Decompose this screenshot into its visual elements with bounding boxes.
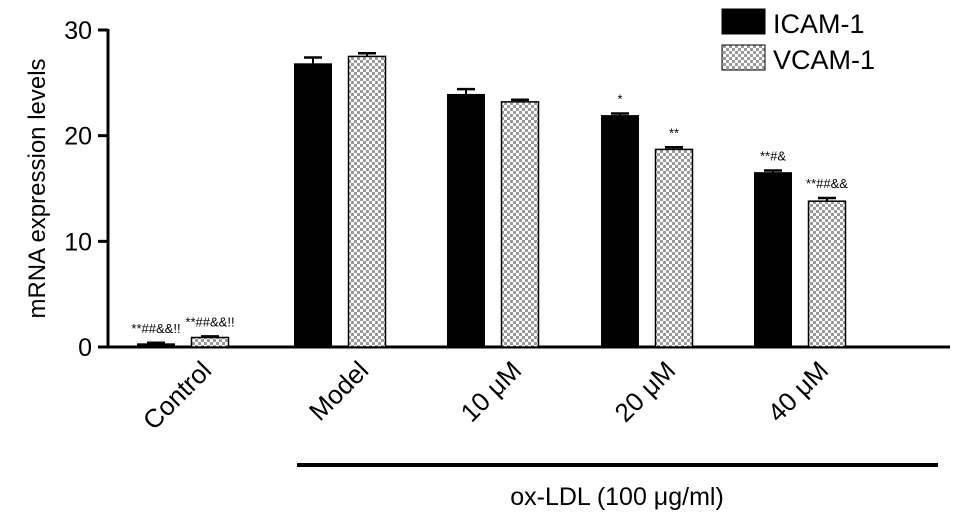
bar-vcam-1-1 [347,55,387,348]
bar-icam-1-1 [294,63,332,348]
bar-icam-1-3 [601,115,639,348]
significance-label: **##&&!! [131,321,180,336]
bar-vcam-1-0 [190,336,230,348]
x-tick-label: 40 μM [762,355,835,428]
y-tick-label: 20 [64,123,92,151]
x-tick-label: Model [303,355,374,426]
significance-label: * [617,91,622,106]
x-tick-label: 20 μM [609,355,682,428]
group-label: ox-LDL (100 μg/ml) [510,483,724,511]
bar-icam-1-2 [447,93,485,348]
y-tick-label: 10 [64,228,92,256]
significance-label: ** [669,125,679,140]
legend: ICAM-1 VCAM-1 [721,8,875,75]
bar-vcam-1-2 [500,101,540,348]
x-tick-label: Control [137,355,217,435]
legend-label-icam-1: ICAM-1 [773,9,865,39]
significance-label: **##&& [806,176,848,191]
bar-icam-1-4 [754,172,792,348]
y-tick-label: 30 [64,17,92,45]
bar-vcam-1-3 [654,148,694,348]
legend-swatch-icam-1 [721,8,766,35]
x-tick-label: 10 μM [455,355,528,428]
significance-label: **##&&!! [185,314,234,329]
bar-vcam-1-4 [807,200,847,348]
bar-icam-1-0 [137,343,175,348]
legend-swatch-vcam-1 [721,44,766,71]
legend-label-vcam-1: VCAM-1 [773,45,875,75]
y-tick-label: 0 [78,334,92,362]
significance-label: **#& [760,149,786,164]
y-axis-title: mRNA expression levels [24,58,51,318]
bars [137,51,847,348]
